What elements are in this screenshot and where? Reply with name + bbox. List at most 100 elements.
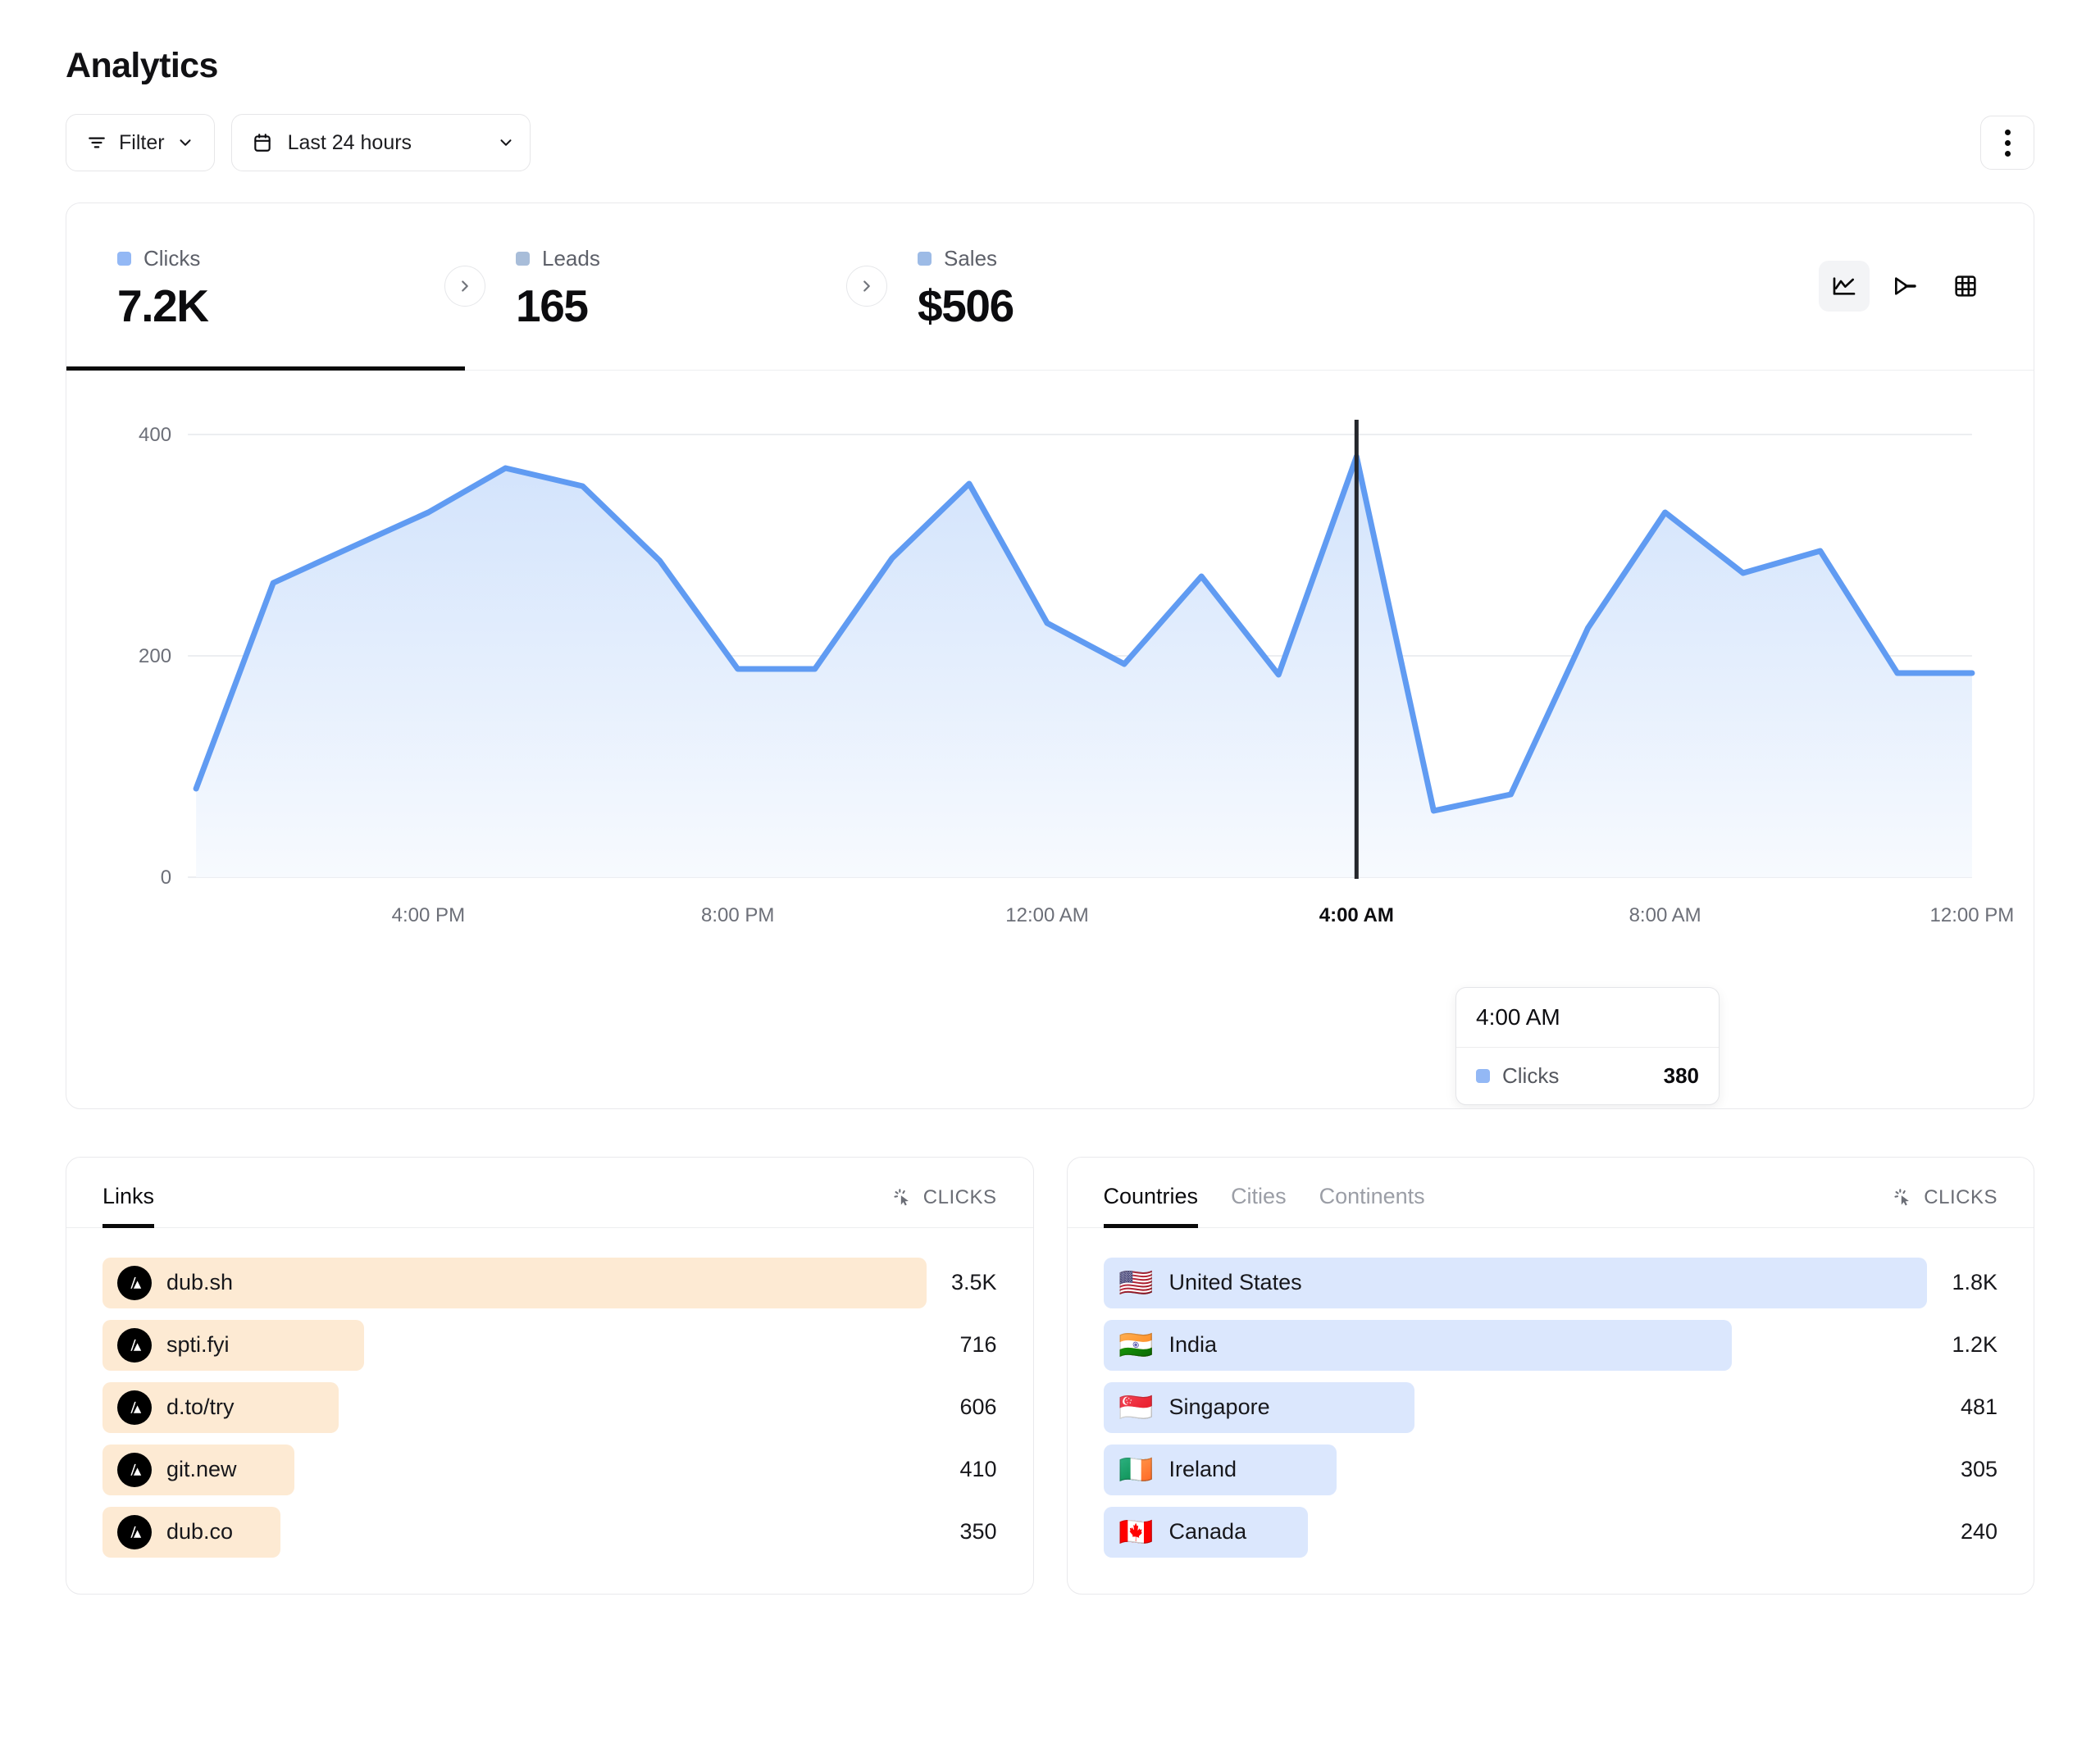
chevron-right-icon-2[interactable] bbox=[846, 266, 887, 307]
filter-button[interactable]: Filter bbox=[66, 114, 215, 171]
chart-svg: 400 200 0 4:00 PM 8:00 PM 12:00 AM 4:00 … bbox=[139, 419, 2015, 926]
dub-logo-icon bbox=[117, 1390, 152, 1425]
rank-bar: 🇺🇸 United States bbox=[1103, 1257, 1928, 1308]
rank-bar: spti.fyi bbox=[102, 1319, 364, 1371]
list-item[interactable]: 🇮🇪 Ireland 305 bbox=[1103, 1444, 1998, 1495]
chevron-down-icon bbox=[176, 134, 194, 152]
list-item[interactable]: 🇮🇳 India 1.2K bbox=[1103, 1319, 1998, 1371]
stat-header: Sales bbox=[918, 246, 2034, 271]
item-count: 350 bbox=[959, 1519, 997, 1545]
item-label: dub.co bbox=[166, 1519, 234, 1545]
filter-button-label: Filter bbox=[119, 130, 165, 154]
item-label: India bbox=[1168, 1332, 1218, 1358]
chevron-right-icon-1[interactable] bbox=[444, 266, 485, 307]
rank-bar: dub.sh bbox=[102, 1257, 927, 1308]
locations-panel-header: Countries Cities Continents CLICKS bbox=[1067, 1158, 2034, 1228]
analytics-card: Clicks 7.2K Leads 165 Sales bbox=[66, 202, 2034, 1109]
dub-logo-icon bbox=[117, 1265, 152, 1300]
stats-row: Clicks 7.2K Leads 165 Sales bbox=[66, 203, 2034, 371]
chevron-down-icon bbox=[497, 134, 515, 152]
item-count: 481 bbox=[1960, 1394, 1998, 1420]
dub-logo-icon bbox=[117, 1452, 152, 1487]
item-count: 240 bbox=[1960, 1519, 1998, 1545]
links-panel-header: Links CLICKS bbox=[66, 1158, 1033, 1228]
calendar-icon bbox=[252, 132, 273, 153]
rank-bar: 🇨🇦 Canada bbox=[1103, 1506, 1308, 1558]
rank-bar: git.new bbox=[102, 1444, 294, 1495]
stat-header: Leads bbox=[516, 246, 867, 271]
svg-text:400: 400 bbox=[139, 424, 171, 446]
item-count: 3.5K bbox=[950, 1270, 997, 1295]
tooltip-value: 380 bbox=[1663, 1062, 1699, 1088]
stat-value: 165 bbox=[516, 280, 589, 331]
stat-card-sales[interactable]: Sales $506 bbox=[867, 203, 2034, 370]
rank-bar: dub.co bbox=[102, 1506, 280, 1558]
rank-bar: 🇮🇪 Ireland bbox=[1103, 1444, 1337, 1495]
item-label: Singapore bbox=[1168, 1394, 1270, 1420]
more-vertical-icon[interactable] bbox=[1980, 116, 2034, 170]
svg-text:12:00 PM: 12:00 PM bbox=[1930, 904, 2015, 926]
list-item[interactable]: git.new 410 bbox=[102, 1444, 997, 1495]
cursor-click-icon bbox=[892, 1187, 913, 1208]
item-label: Ireland bbox=[1168, 1457, 1237, 1482]
list-item[interactable]: d.to/try 606 bbox=[102, 1381, 997, 1433]
list-item[interactable]: dub.co 350 bbox=[102, 1506, 997, 1558]
leads-color-swatch bbox=[516, 252, 530, 266]
item-label: dub.sh bbox=[166, 1270, 234, 1295]
filter-icon bbox=[86, 132, 107, 153]
series-clicks bbox=[193, 453, 1975, 877]
list-item[interactable]: 🇺🇸 United States 1.8K bbox=[1103, 1257, 1998, 1308]
country-flag-icon: 🇮🇪 bbox=[1118, 1454, 1154, 1485]
item-count: 716 bbox=[959, 1332, 997, 1358]
tooltip-series-label: Clicks bbox=[1502, 1062, 1560, 1088]
tooltip-time: 4:00 AM bbox=[1456, 988, 1719, 1048]
line-path bbox=[193, 453, 1975, 814]
links-metric-tag[interactable]: CLICKS bbox=[892, 1186, 997, 1227]
list-item[interactable]: 🇸🇬 Singapore 481 bbox=[1103, 1381, 1998, 1433]
country-flag-icon: 🇺🇸 bbox=[1118, 1267, 1154, 1299]
clicks-area-chart[interactable]: 400 200 0 4:00 PM 8:00 PM 12:00 AM 4:00 … bbox=[66, 371, 2034, 1108]
analytics-page: Analytics Filter Last 24 hours bbox=[66, 46, 2034, 1644]
tab-links[interactable]: Links bbox=[102, 1184, 155, 1228]
tab-countries[interactable]: Countries bbox=[1103, 1184, 1198, 1228]
stat-card-clicks[interactable]: Clicks 7.2K bbox=[66, 203, 465, 371]
y-axis-ticks: 400 200 0 bbox=[139, 424, 171, 889]
cursor-click-icon bbox=[1893, 1187, 1914, 1208]
date-range-label: Last 24 hours bbox=[287, 130, 412, 154]
country-flag-icon: 🇸🇬 bbox=[1118, 1391, 1154, 1423]
tab-cities[interactable]: Cities bbox=[1231, 1183, 1287, 1208]
stat-value: $506 bbox=[918, 280, 1014, 331]
links-metric-label: CLICKS bbox=[922, 1185, 997, 1208]
dot bbox=[2004, 129, 2011, 135]
item-count: 410 bbox=[959, 1457, 997, 1482]
item-count: 305 bbox=[1960, 1457, 1998, 1482]
links-panel: Links CLICKS dub.sh 3.5K spti.fyi 716 d.to/t… bbox=[66, 1156, 1034, 1595]
dot bbox=[2004, 150, 2011, 157]
locations-metric-tag[interactable]: CLICKS bbox=[1893, 1186, 1998, 1227]
svg-text:8:00 PM: 8:00 PM bbox=[701, 904, 774, 926]
locations-panel: Countries Cities Continents CLICKS 🇺🇸 Uni… bbox=[1066, 1156, 2034, 1595]
tooltip-body: Clicks 380 bbox=[1456, 1048, 1719, 1104]
table-grid-icon[interactable] bbox=[1940, 261, 1991, 312]
list-item[interactable]: dub.sh 3.5K bbox=[102, 1257, 997, 1308]
stat-label: Leads bbox=[542, 246, 600, 271]
country-rows: 🇺🇸 United States 1.8K 🇮🇳 India 1.2K 🇸🇬 Singapor… bbox=[1068, 1228, 2034, 1594]
stat-card-leads[interactable]: Leads 165 bbox=[465, 203, 867, 370]
tooltip-color-swatch bbox=[1476, 1068, 1490, 1083]
list-item[interactable]: 🇨🇦 Canada 240 bbox=[1103, 1506, 1998, 1558]
date-range-button[interactable]: Last 24 hours bbox=[230, 114, 531, 171]
links-rows: dub.sh 3.5K spti.fyi 716 d.to/try 606 git.new 4… bbox=[66, 1228, 1033, 1594]
sales-color-swatch bbox=[918, 252, 932, 266]
funnel-icon[interactable] bbox=[1879, 261, 1930, 312]
bottom-panels: Links CLICKS dub.sh 3.5K spti.fyi 716 d.to/t… bbox=[66, 1156, 2034, 1644]
item-label: United States bbox=[1168, 1270, 1302, 1295]
rank-bar: d.to/try bbox=[102, 1381, 339, 1433]
dub-logo-icon bbox=[117, 1514, 152, 1549]
list-item[interactable]: spti.fyi 716 bbox=[102, 1319, 997, 1371]
country-flag-icon: 🇮🇳 bbox=[1118, 1329, 1154, 1361]
x-axis-ticks: 4:00 PM 8:00 PM 12:00 AM 4:00 AM 8:00 AM… bbox=[392, 904, 2015, 926]
item-label: git.new bbox=[166, 1457, 237, 1482]
rank-bar: 🇮🇳 India bbox=[1103, 1319, 1733, 1371]
line-chart-icon[interactable] bbox=[1819, 261, 1870, 312]
tab-continents[interactable]: Continents bbox=[1319, 1183, 1425, 1208]
